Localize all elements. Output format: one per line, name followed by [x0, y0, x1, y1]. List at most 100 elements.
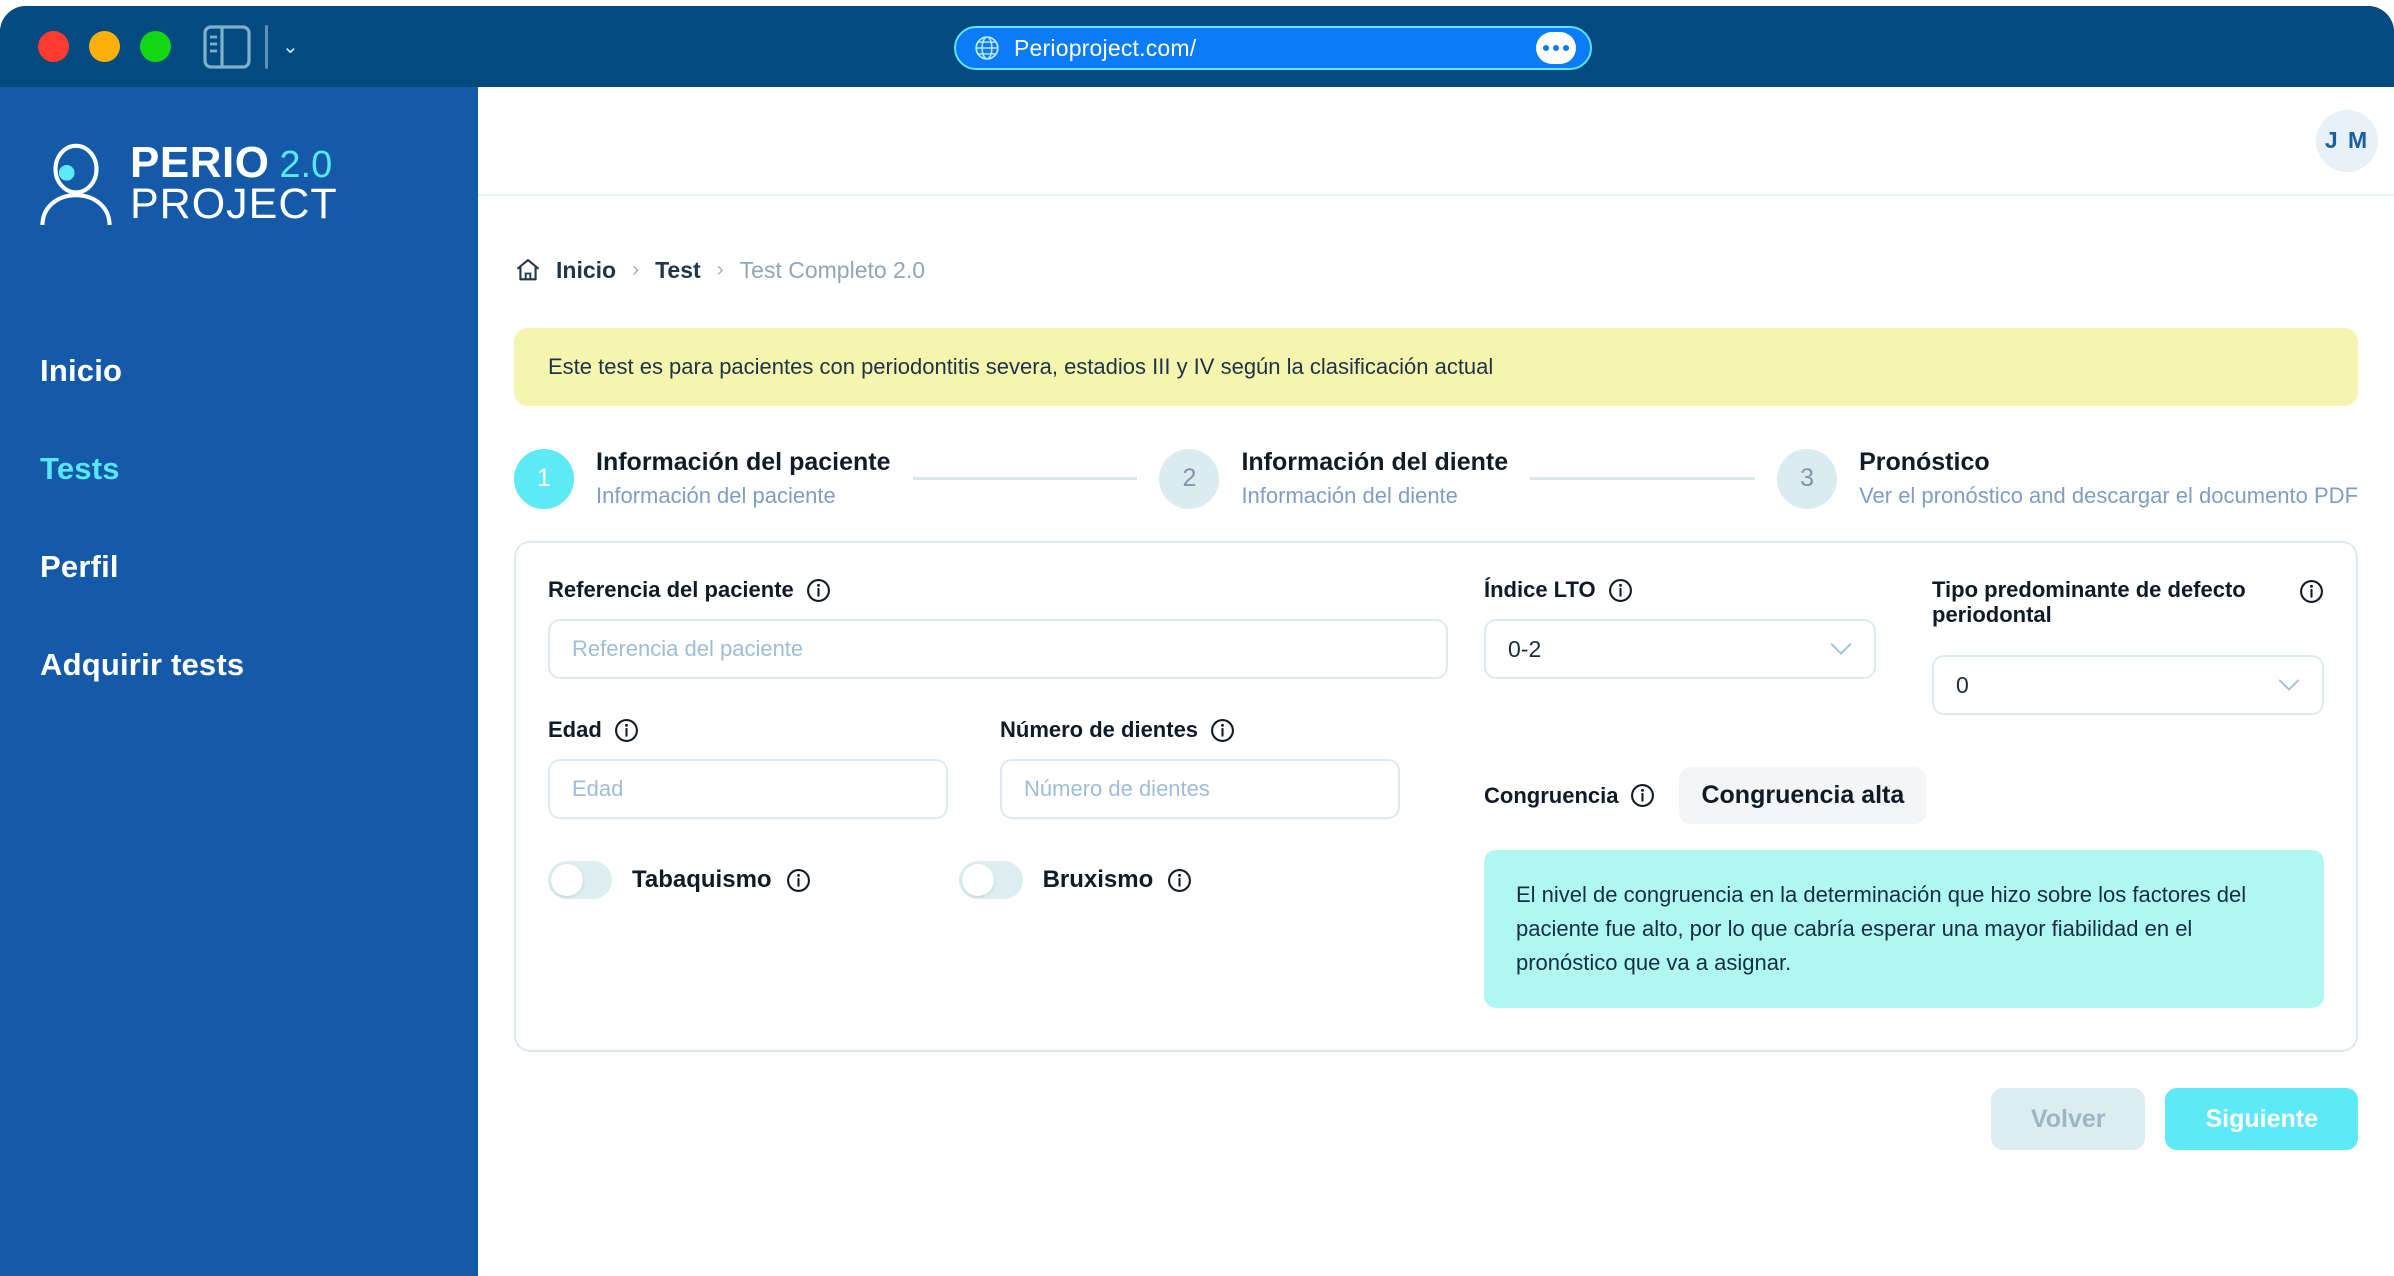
browser-window: ⌄ Perioproject.com/	[0, 6, 2394, 1276]
input-edad[interactable]: Edad	[548, 759, 948, 819]
field-congruencia: Congruencia Congruencia alta	[1484, 767, 2324, 824]
app-logo[interactable]: PERIO 2.0 PROJECT	[38, 138, 478, 226]
select-tipo-defecto-value: 0	[1956, 671, 1969, 698]
patient-info-card: Referencia del paciente Referencia del p…	[514, 541, 2358, 1053]
sidebar-toggle-icon[interactable]	[203, 24, 251, 69]
select-tipo-defecto[interactable]: 0	[1932, 655, 2324, 715]
label-indice-lto-text: Índice LTO	[1484, 577, 1596, 602]
toolbar-divider	[265, 24, 268, 69]
toggle-knob	[961, 864, 994, 896]
chevron-down-icon	[2278, 679, 2300, 691]
info-icon[interactable]	[2299, 579, 2324, 604]
card-left-column: Referencia del paciente Referencia del p…	[548, 577, 1448, 1008]
home-icon[interactable]	[514, 256, 542, 284]
window-controls	[38, 31, 171, 62]
sidebar: PERIO 2.0 PROJECT Inicio Tests Perfil Ad…	[0, 87, 478, 1276]
browser-titlebar: ⌄ Perioproject.com/	[0, 6, 2394, 87]
more-options-icon[interactable]	[1536, 32, 1576, 64]
label-edad-text: Edad	[548, 717, 602, 742]
chevron-down-icon	[1830, 643, 1852, 655]
minimize-window-button[interactable]	[89, 31, 120, 62]
step-1-labels: Información del paciente Información del…	[596, 448, 891, 509]
info-icon[interactable]	[806, 578, 831, 603]
label-congruencia-text: Congruencia	[1484, 782, 1619, 808]
row-lto-tipo: Índice LTO 0-2	[1484, 577, 2324, 715]
select-indice-lto[interactable]: 0-2	[1484, 619, 1876, 679]
logo-version: 2.0	[279, 144, 333, 186]
info-icon[interactable]	[1608, 578, 1633, 603]
row-edad-dientes: Edad Edad	[548, 717, 1448, 819]
toggle-bruxismo[interactable]	[958, 861, 1023, 899]
field-edad: Edad Edad	[548, 717, 948, 819]
back-button[interactable]: Volver	[1990, 1088, 2146, 1151]
next-button[interactable]: Siguiente	[2165, 1088, 2358, 1151]
step-1-number: 1	[514, 448, 574, 509]
logo-wordmark: PERIO 2.0 PROJECT	[130, 138, 338, 225]
sidebar-item-tests[interactable]: Tests	[40, 451, 120, 487]
step-2-title: Información del diente	[1241, 448, 1509, 476]
sidebar-item-perfil[interactable]: Perfil	[40, 549, 119, 585]
field-tipo-defecto: Tipo predominante de defecto periodontal	[1932, 577, 2324, 715]
step-3-title: Pronóstico	[1859, 448, 1990, 476]
breadcrumb-item-test[interactable]: Test	[655, 256, 701, 283]
field-referencia: Referencia del paciente Referencia del p…	[548, 577, 1448, 679]
breadcrumb-item-current: Test Completo 2.0	[739, 256, 926, 283]
step-3-labels: Pronóstico Ver el pronóstico and descarg…	[1859, 448, 2358, 509]
close-window-button[interactable]	[38, 31, 69, 62]
field-indice-lto: Índice LTO 0-2	[1484, 577, 1876, 715]
label-numero-dientes: Número de dientes	[1000, 717, 1400, 743]
field-numero-dientes: Número de dientes Número de dientes	[1000, 717, 1400, 819]
congruencia-info-box: El nivel de congruencia en la determinac…	[1484, 850, 2324, 1009]
breadcrumb-separator: ›	[716, 258, 724, 281]
step-2-labels: Información del diente Información del d…	[1241, 448, 1508, 509]
label-referencia-text: Referencia del paciente	[548, 577, 794, 602]
address-bar[interactable]: Perioproject.com/	[954, 26, 1592, 70]
info-icon[interactable]	[786, 868, 811, 893]
patient-avatar-icon	[40, 143, 112, 225]
label-tipo-defecto-text: Tipo predominante de defecto periodontal	[1932, 577, 2246, 628]
toggle-tabaquismo[interactable]	[548, 861, 612, 899]
url-text[interactable]: Perioproject.com/	[1014, 34, 1197, 61]
step-3[interactable]: 3 Pronóstico Ver el pronóstico and desca…	[1777, 448, 2358, 509]
sidebar-toggle-group[interactable]: ⌄	[203, 24, 299, 69]
label-numero-dientes-text: Número de dientes	[1000, 717, 1199, 742]
field-tabaquismo: Tabaquismo	[548, 861, 811, 899]
info-icon[interactable]	[1210, 718, 1235, 743]
logo-name: PERIO	[130, 138, 270, 187]
breadcrumb-item-inicio[interactable]: Inicio	[556, 256, 617, 283]
maximize-window-button[interactable]	[140, 31, 171, 62]
main-content: J M Inicio › Test › Test Co	[478, 87, 2394, 1276]
step-2[interactable]: 2 Información del diente Información del…	[1159, 448, 1508, 509]
form-footer: Volver Siguiente	[514, 1088, 2358, 1190]
field-bruxismo: Bruxismo	[958, 861, 1193, 899]
info-icon[interactable]	[614, 718, 639, 743]
sidebar-item-inicio[interactable]: Inicio	[40, 353, 123, 389]
label-bruxismo: Bruxismo	[1042, 866, 1154, 893]
info-icon[interactable]	[1167, 868, 1192, 893]
step-1[interactable]: 1 Información del paciente Información d…	[514, 448, 891, 509]
card-right-column: Índice LTO 0-2	[1448, 577, 2324, 1009]
label-tabaquismo: Tabaquismo	[632, 866, 772, 893]
sidebar-item-adquirir-tests[interactable]: Adquirir tests	[40, 647, 245, 683]
breadcrumb-separator: ›	[632, 258, 640, 281]
label-congruencia: Congruencia	[1484, 783, 1655, 809]
input-referencia[interactable]: Referencia del paciente	[548, 619, 1448, 679]
globe-icon	[975, 36, 999, 60]
sidebar-nav: Inicio Tests Perfil Adquirir tests	[0, 353, 478, 683]
content-area: Inicio › Test › Test Completo 2.0 Este t…	[478, 196, 2394, 1190]
step-2-subtitle: Información del diente	[1241, 483, 1458, 508]
step-3-number: 3	[1777, 448, 1838, 509]
toggle-knob	[551, 864, 583, 896]
avatar[interactable]: J M	[2316, 109, 2378, 172]
chevron-down-icon[interactable]: ⌄	[282, 35, 299, 58]
row-toggles: Tabaquismo Bruxismo	[548, 861, 1448, 899]
status-badge: Congruencia alta	[1679, 767, 1927, 824]
input-numero-dientes[interactable]: Número de dientes	[1000, 759, 1400, 819]
top-bar: J M	[478, 87, 2394, 196]
info-banner: Este test es para pacientes con periodon…	[514, 328, 2358, 406]
info-icon[interactable]	[1630, 783, 1655, 808]
select-indice-lto-value: 0-2	[1508, 635, 1542, 662]
step-3-subtitle: Ver el pronóstico and descargar el docum…	[1859, 483, 2359, 508]
page-body: PERIO 2.0 PROJECT Inicio Tests Perfil Ad…	[0, 87, 2394, 1276]
